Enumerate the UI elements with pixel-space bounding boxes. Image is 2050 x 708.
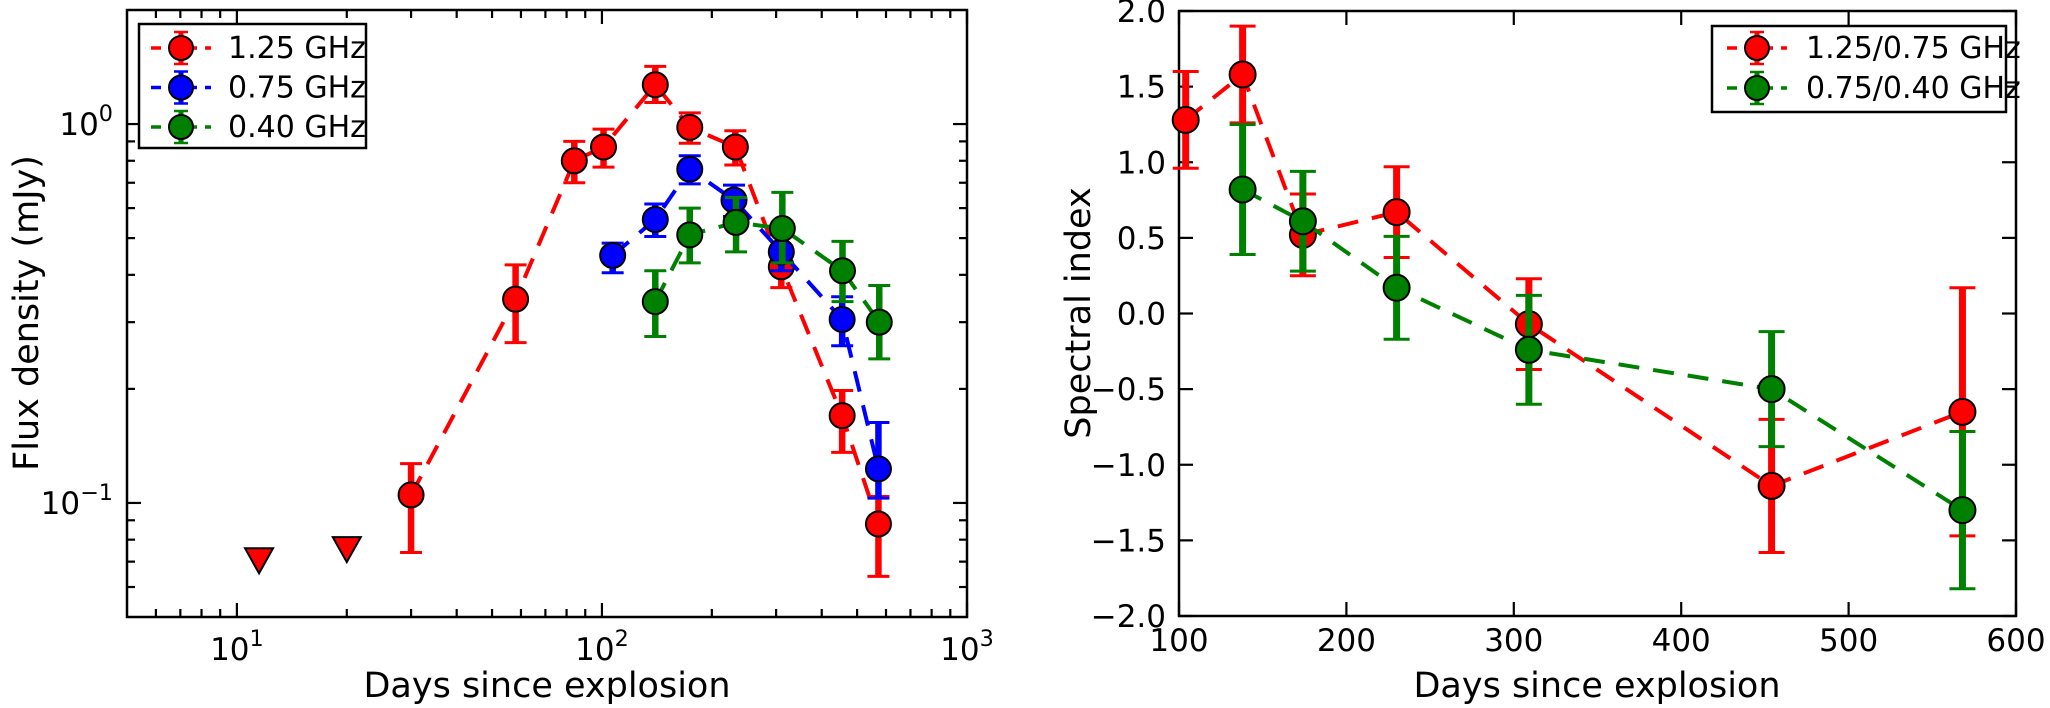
svg-text:−0.5: −0.5 bbox=[1091, 372, 1166, 408]
data-point bbox=[1948, 496, 1977, 525]
data-point bbox=[828, 402, 856, 430]
data-point bbox=[1228, 175, 1257, 204]
svg-text:0.0: 0.0 bbox=[1117, 297, 1166, 333]
legend: 1.25 GHz 0.75 GHz 0.40 GHz bbox=[137, 22, 368, 150]
legend-entry: 1.25/0.75 GHz bbox=[1727, 30, 2021, 66]
svg-text:2.0: 2.0 bbox=[1117, 0, 1166, 30]
legend-label: 1.25/0.75 GHz bbox=[1806, 31, 2021, 66]
svg-text:300: 300 bbox=[1484, 623, 1543, 659]
data-point bbox=[641, 205, 669, 233]
svg-text:103: 103 bbox=[940, 626, 994, 668]
data-point bbox=[1228, 60, 1257, 89]
data-point bbox=[722, 208, 750, 236]
legend-marker-icon bbox=[1744, 35, 1770, 61]
data-point bbox=[1382, 273, 1411, 302]
svg-text:−1.5: −1.5 bbox=[1091, 523, 1166, 559]
legend-marker-icon bbox=[168, 114, 194, 140]
data-point bbox=[829, 257, 857, 285]
data-point bbox=[397, 481, 425, 509]
data-point bbox=[864, 455, 892, 483]
svg-text:500: 500 bbox=[1819, 623, 1878, 659]
legend-entry: 1.25 GHz bbox=[151, 30, 366, 66]
legend-entry: 0.40 GHz bbox=[151, 109, 366, 145]
series-0.75-0.40-GHz bbox=[1228, 122, 1977, 591]
svg-text:1.5: 1.5 bbox=[1117, 70, 1166, 106]
data-point bbox=[641, 288, 669, 316]
svg-text:400: 400 bbox=[1652, 623, 1711, 659]
data-point bbox=[768, 215, 796, 243]
svg-text:200: 200 bbox=[1317, 623, 1376, 659]
svg-text:600: 600 bbox=[1986, 623, 2045, 659]
legend-label: 0.75/0.40 GHz bbox=[1806, 71, 2021, 106]
legend: 1.25/0.75 GHz 0.75/0.40 GHz bbox=[1710, 24, 2021, 114]
svg-text:100: 100 bbox=[1149, 623, 1208, 659]
series-0.75-GHz bbox=[599, 154, 892, 500]
right-yaxis-label: Spectral index bbox=[1059, 187, 1099, 438]
svg-text:0.5: 0.5 bbox=[1117, 221, 1166, 257]
data-point bbox=[1948, 397, 1977, 426]
data-point bbox=[676, 221, 704, 249]
legend-label: 0.40 GHz bbox=[228, 110, 366, 145]
svg-text:1.0: 1.0 bbox=[1117, 145, 1166, 181]
axes: 101 102 103 100 10−1 bbox=[41, 8, 994, 668]
tick-labels: 101 102 103 100 10−1 bbox=[41, 101, 994, 668]
upper-limit-triangle-icon bbox=[243, 547, 275, 576]
left-yaxis-label: Flux density (mJy) bbox=[7, 155, 47, 471]
data-point bbox=[1757, 375, 1786, 404]
legend-marker-icon bbox=[168, 35, 194, 61]
upper-limit-markers bbox=[243, 536, 363, 576]
right-xaxis-label: Days since explosion bbox=[1413, 666, 1780, 706]
legend-marker-icon bbox=[1744, 75, 1770, 101]
svg-text:−2.0: −2.0 bbox=[1091, 599, 1166, 635]
axes: 100 200 300 400 500 600 2.0 1.5 1.0 0.5 0.0 −0.5 −1.… bbox=[1091, 0, 2046, 659]
data-point bbox=[641, 71, 669, 99]
data-point bbox=[1757, 471, 1786, 500]
series-1.25-GHz bbox=[397, 64, 892, 578]
data-point bbox=[1288, 207, 1317, 236]
legend-label: 1.25 GHz bbox=[228, 31, 366, 66]
left-xaxis-label: Days since explosion bbox=[363, 666, 730, 706]
svg-text:100: 100 bbox=[59, 101, 113, 143]
data-point bbox=[676, 113, 704, 141]
spectral-index-panel: 100 200 300 400 500 600 2.0 1.5 1.0 0.5 0.0 −0.5 −1.… bbox=[1091, 0, 2046, 659]
legend-label: 0.75 GHz bbox=[228, 71, 366, 106]
legend-entry: 0.75 GHz bbox=[151, 70, 366, 106]
svg-text:102: 102 bbox=[575, 626, 629, 668]
data-point bbox=[560, 147, 588, 175]
svg-text:10−1: 10−1 bbox=[41, 480, 113, 522]
series-0.40-GHz bbox=[641, 190, 893, 361]
upper-limit-triangle-icon bbox=[331, 536, 363, 565]
data-point bbox=[590, 133, 618, 161]
data-point bbox=[1171, 105, 1200, 134]
data-point bbox=[676, 155, 704, 183]
legend-marker-icon bbox=[168, 74, 194, 101]
data-point bbox=[865, 308, 893, 336]
data-point bbox=[599, 241, 627, 269]
flux-density-panel: 101 102 103 100 10−1 1.25 GHz 0.75 GHz 0.40 GHz bbox=[41, 8, 994, 668]
data-point bbox=[502, 285, 530, 313]
data-point bbox=[721, 133, 749, 161]
svg-text:−1.0: −1.0 bbox=[1091, 448, 1166, 484]
svg-text:101: 101 bbox=[210, 626, 264, 668]
data-point bbox=[828, 305, 856, 333]
data-point bbox=[1382, 198, 1411, 227]
data-point bbox=[1514, 335, 1543, 364]
data-point bbox=[864, 510, 892, 538]
tick-labels: 100 200 300 400 500 600 2.0 1.5 1.0 0.5 0.0 −0.5 −1.… bbox=[1091, 0, 2046, 659]
legend-entry: 0.75/0.40 GHz bbox=[1727, 70, 2021, 106]
